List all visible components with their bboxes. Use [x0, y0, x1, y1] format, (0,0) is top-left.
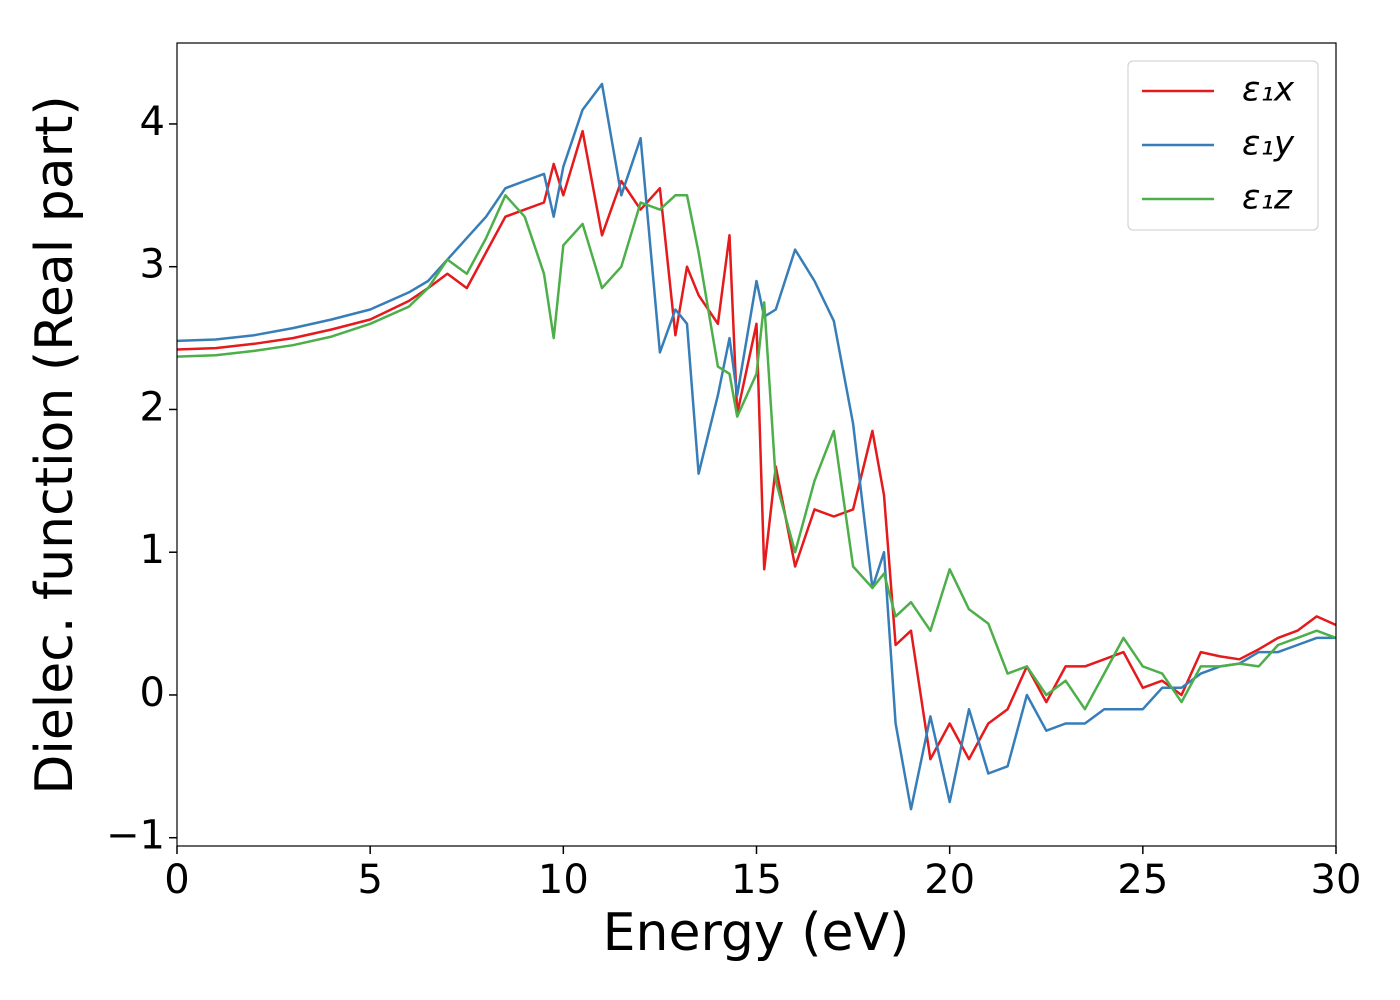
y-tick-label: 4: [140, 99, 165, 145]
y-tick-label: 2: [140, 384, 165, 430]
legend-label: ε₁z: [1242, 178, 1293, 218]
plot-frame: [176, 42, 1337, 847]
y-axis-label: Dielec. function (Real part): [25, 95, 85, 794]
x-tick-label: 15: [731, 857, 782, 903]
x-tick-label: 10: [538, 857, 589, 903]
legend-label: ε₁y: [1242, 124, 1295, 164]
x-tick-label: 20: [924, 857, 975, 903]
series-line: [176, 194, 1337, 711]
x-tick-label: 25: [1117, 857, 1168, 903]
series-line: [176, 82, 1336, 811]
y-tick-label: 3: [140, 242, 165, 288]
x-tick-label: 0: [164, 857, 189, 903]
x-axis-label: Energy (eV): [603, 903, 910, 963]
y-tick-label: −1: [106, 813, 165, 859]
legend-label: ε₁x: [1242, 70, 1295, 110]
x-tick-label: 5: [357, 857, 382, 903]
legend-box: [1127, 60, 1319, 231]
y-tick-label: 0: [140, 670, 165, 716]
x-tick-label: 30: [1311, 857, 1362, 903]
y-tick-label: 1: [140, 527, 165, 573]
